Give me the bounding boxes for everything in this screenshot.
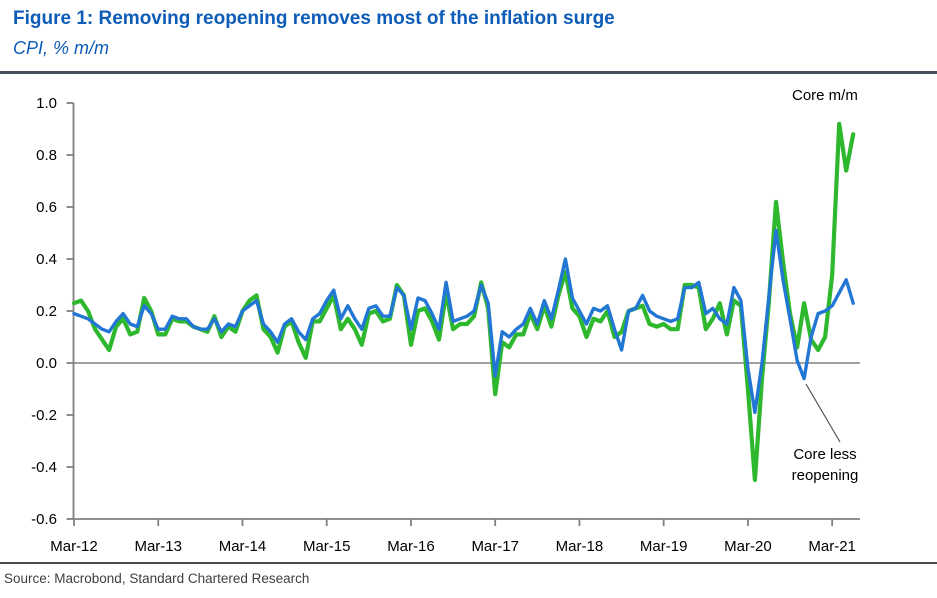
x-tick-label: Mar-21	[808, 538, 856, 555]
x-tick-label: Mar-12	[50, 538, 98, 555]
header-divider	[0, 71, 937, 74]
y-tick-label: 0.8	[36, 147, 57, 164]
y-tick-label: 0.4	[36, 251, 57, 268]
series-core-line	[71, 121, 856, 483]
x-tick-label: Mar-16	[387, 538, 435, 555]
figure-subtitle: CPI, % m/m	[13, 38, 110, 58]
y-tick-label: 0.0	[36, 355, 57, 372]
x-tick-label: Mar-19	[640, 538, 688, 555]
x-tick-label: Mar-15	[303, 538, 351, 555]
x-tick-label: Mar-20	[724, 538, 772, 555]
figure-title: Figure 1: Removing reopening removes mos…	[13, 8, 615, 29]
x-tick-label: Mar-17	[471, 538, 519, 555]
x-tick-label: Mar-13	[134, 538, 182, 555]
y-tick-label: 0.6	[36, 199, 57, 216]
x-tick-label: Mar-18	[556, 538, 604, 555]
core-less-callout-line	[805, 383, 841, 443]
core-less-series-label: Core less reopening	[791, 446, 859, 484]
core-series-label: Core m/m	[792, 87, 858, 104]
y-tick-label: 0.2	[36, 303, 57, 320]
x-tick-label: Mar-14	[219, 538, 267, 555]
y-tick-label: 1.0	[36, 95, 57, 112]
source-note: Source: Macrobond, Standard Chartered Re…	[4, 571, 310, 586]
y-tick-label: -0.6	[31, 511, 57, 528]
source-divider	[0, 562, 937, 564]
y-tick-label: -0.2	[31, 407, 57, 424]
series-core-less-line	[72, 228, 855, 415]
y-tick-label: -0.4	[31, 459, 57, 476]
